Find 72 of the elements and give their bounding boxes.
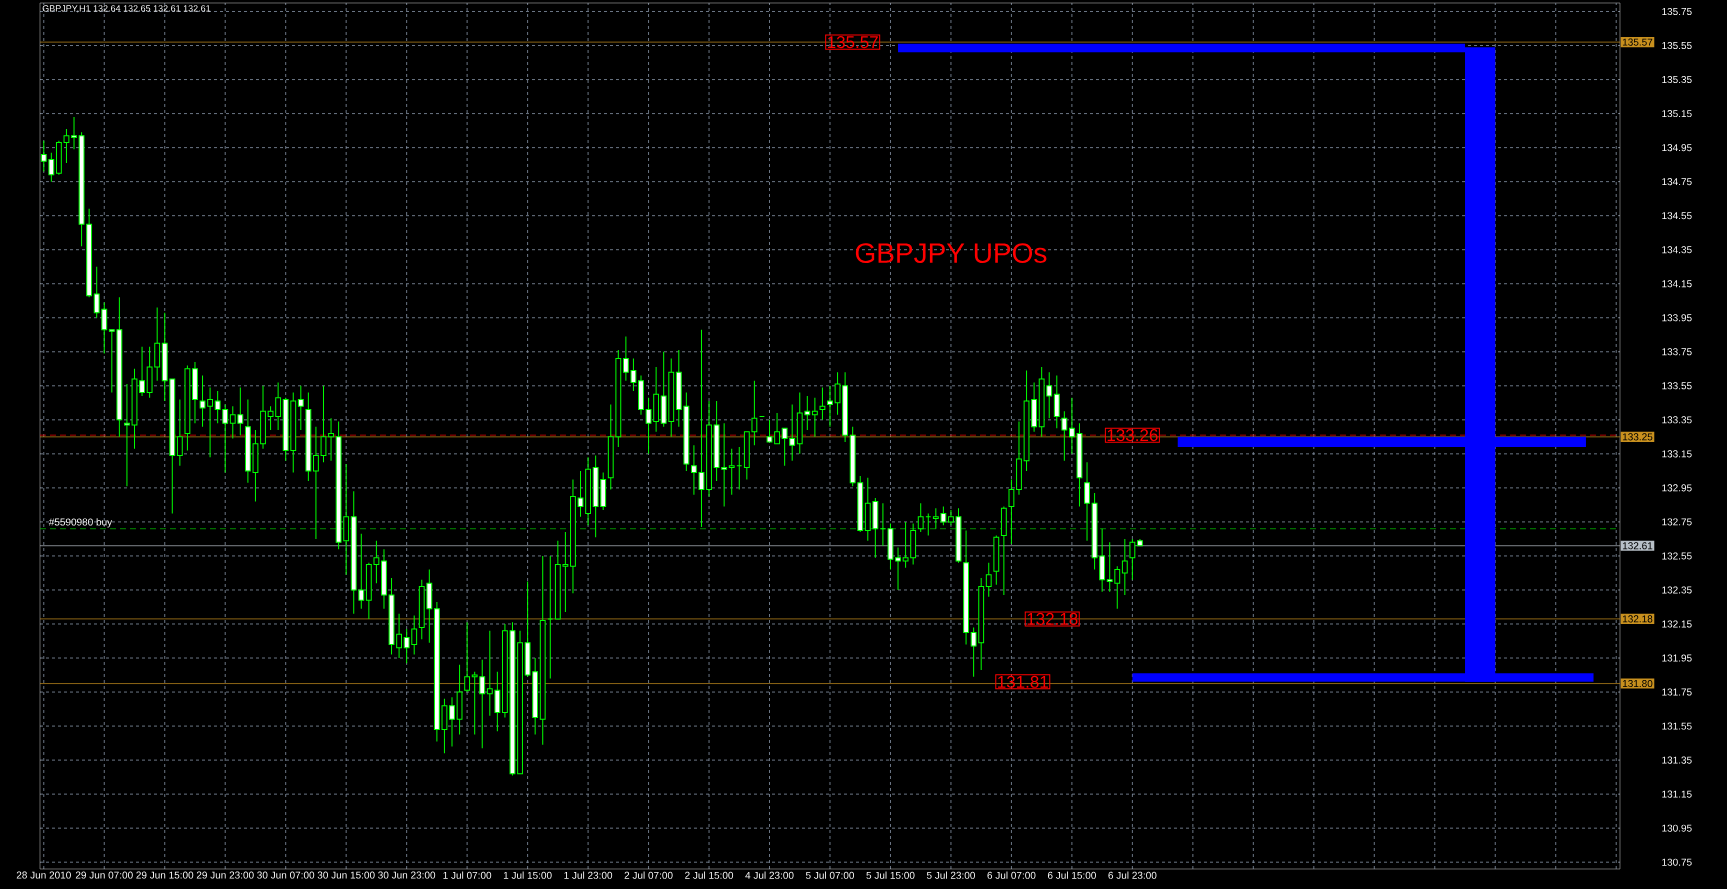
candlestick bbox=[547, 555, 554, 679]
ref-line-label: 132.61 bbox=[1622, 542, 1653, 550]
candlestick bbox=[297, 385, 304, 431]
y-tick-label: 133.55 bbox=[1662, 382, 1692, 390]
candlestick bbox=[1008, 478, 1015, 545]
candlestick bbox=[1061, 410, 1068, 462]
y-tick-label: 135.35 bbox=[1662, 76, 1692, 84]
x-tick-label: 2 Jul 07:00 bbox=[624, 871, 673, 879]
x-tick-label: 5 Jul 15:00 bbox=[866, 871, 915, 879]
y-tick-label: 135.55 bbox=[1662, 41, 1692, 50]
annotation: 135.57 bbox=[827, 36, 878, 49]
y-tick-label: 134.55 bbox=[1662, 212, 1692, 220]
annotation: 133.26 bbox=[1107, 429, 1158, 442]
x-tick-label: 29 Jun 23:00 bbox=[196, 871, 254, 879]
y-tick-label: 132.75 bbox=[1662, 518, 1692, 526]
ref-line-label: 132.18 bbox=[1622, 615, 1653, 623]
y-tick-label: 131.95 bbox=[1662, 654, 1692, 662]
x-tick-label: 28 Jun 2010 bbox=[16, 871, 71, 879]
x-tick-label: 1 Jul 23:00 bbox=[564, 871, 613, 879]
text: GBPJPY UPOs bbox=[855, 243, 1047, 263]
ref-line-label: 131.80 bbox=[1622, 680, 1653, 688]
x-tick-label: 4 Jul 23:00 bbox=[745, 871, 794, 879]
candlestick bbox=[464, 621, 471, 693]
x-tick-label: 2 Jul 15:00 bbox=[685, 871, 734, 879]
candlestick bbox=[985, 562, 992, 598]
y-tick-label: 130.95 bbox=[1662, 824, 1692, 832]
annotation: 132.18 bbox=[1027, 612, 1078, 625]
x-tick-label: 5 Jul 23:00 bbox=[926, 871, 976, 879]
candlestick bbox=[917, 502, 924, 533]
annotation: 131.81 bbox=[998, 675, 1048, 688]
y-tick-label: 135.15 bbox=[1662, 110, 1692, 118]
y-tick-label: 132.55 bbox=[1662, 552, 1692, 560]
ref-line-label: 135.57 bbox=[1622, 38, 1653, 46]
candlestick bbox=[1084, 461, 1090, 542]
y-tick-label: 131.75 bbox=[1662, 688, 1692, 696]
y-tick-label: 132.15 bbox=[1662, 620, 1692, 628]
candlestick bbox=[176, 398, 183, 467]
candlestick bbox=[728, 448, 735, 496]
y-tick-label: 133.35 bbox=[1662, 416, 1692, 424]
x-tick-label: 1 Jul 07:00 bbox=[443, 871, 492, 879]
x-tick-label: 30 Jun 23:00 bbox=[378, 871, 436, 879]
y-tick-label: 134.35 bbox=[1662, 246, 1692, 254]
y-tick-label: 132.35 bbox=[1662, 586, 1692, 594]
ref-line-label: #5590980 buy bbox=[48, 518, 113, 528]
y-tick-label: 134.95 bbox=[1662, 144, 1692, 152]
candlestick bbox=[1053, 375, 1060, 429]
candlestick bbox=[819, 387, 826, 421]
x-tick-label: 6 Jul 15:00 bbox=[1047, 871, 1096, 879]
y-tick-label: 133.75 bbox=[1662, 348, 1692, 356]
x-tick-label: 29 Jun 07:00 bbox=[75, 871, 133, 879]
y-tick-label: 131.55 bbox=[1662, 722, 1692, 730]
y-tick-label: 133.95 bbox=[1662, 314, 1692, 322]
x-tick-label: 6 Jul 23:00 bbox=[1108, 871, 1157, 879]
y-tick-label: 130.75 bbox=[1662, 858, 1692, 866]
x-tick-label: 6 Jul 07:00 bbox=[987, 871, 1036, 879]
x-tick-label: 1 Jul 15:00 bbox=[503, 871, 552, 879]
x-tick-label: 30 Jun 07:00 bbox=[257, 871, 315, 879]
x-tick-label: 30 Jun 15:00 bbox=[317, 871, 375, 879]
ref-line-label: 133.25 bbox=[1622, 433, 1653, 441]
y-tick-label: 131.35 bbox=[1662, 756, 1692, 764]
x-tick-label: 5 Jul 07:00 bbox=[805, 871, 855, 879]
y-tick-label: 133.15 bbox=[1662, 450, 1692, 458]
candlestick bbox=[811, 397, 818, 438]
annotation: GBPJPY,H1 132.64 132.65 132.61 132.61 bbox=[42, 5, 211, 13]
candlestick bbox=[1121, 538, 1128, 596]
y-tick-label: 131.15 bbox=[1662, 790, 1692, 798]
y-tick-label: 135.75 bbox=[1662, 7, 1692, 16]
y-tick-label: 132.95 bbox=[1662, 484, 1692, 492]
y-tick-label: 134.75 bbox=[1662, 178, 1692, 186]
x-tick-label: 29 Jun 15:00 bbox=[136, 871, 194, 879]
candlestick bbox=[1129, 538, 1136, 581]
y-tick-label: 134.15 bbox=[1662, 280, 1692, 288]
